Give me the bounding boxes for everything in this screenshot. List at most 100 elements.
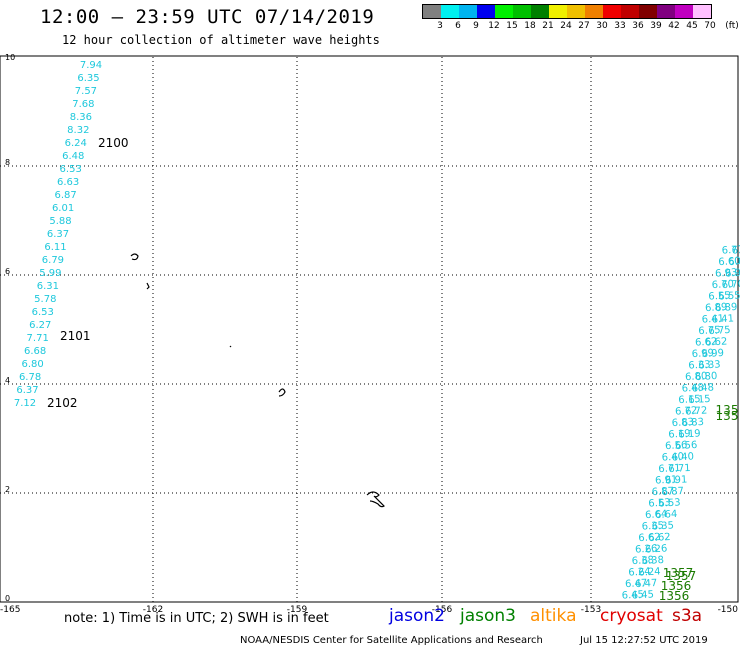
wave-height-label: 6.91 (655, 474, 678, 486)
wave-height-label: 6.01 (52, 203, 74, 214)
legend-label: 33 (614, 21, 626, 31)
wave-height-label: 6.70 (721, 279, 740, 291)
wave-height-label: 6.87 (661, 486, 684, 498)
legend-label: 6 (455, 21, 461, 31)
legend-label: 30 (596, 21, 608, 31)
pass-time-label: 2102 (47, 396, 78, 410)
wave-height-label: 6.80 (685, 371, 708, 383)
legend-label: 9 (473, 21, 479, 31)
satellite-s3a: s3a (672, 606, 703, 626)
legend-swatch (531, 5, 549, 18)
wave-height-label: 6.53 (60, 164, 82, 175)
x-tick-label: -165 (0, 605, 20, 615)
wave-height-label: 6.62 (648, 532, 671, 544)
legend-label: 15 (506, 21, 518, 31)
wave-height-color-legend: 3 6 9 12 15 18 21 24 27 30 33 36 39 42 45 70 (ft) (422, 4, 739, 33)
island-necker (278, 388, 286, 397)
wave-height-label: 6.38 (641, 555, 664, 567)
legend-label: 18 (524, 21, 536, 31)
wave-height-label: 6.68 (24, 346, 46, 357)
x-tick-label: -153 (581, 605, 601, 615)
pass-time-label: 1357 (666, 569, 697, 583)
legend-swatch (585, 5, 603, 18)
wave-height-label: 6.45 (631, 589, 654, 601)
wave-height-label: 6.87 (54, 190, 76, 201)
wave-height-label: 6.99 (701, 348, 724, 360)
wave-height-label: 6.53 (648, 497, 671, 509)
wave-height-label: 6.33 (698, 359, 721, 371)
wave-height-label: 6.99 (691, 348, 714, 360)
legend-labels: 3 6 9 12 15 18 21 24 27 30 33 36 39 42 45 70 (ft) (422, 19, 739, 33)
wave-height-label: 6.60 (728, 256, 740, 268)
legend-swatch (567, 5, 585, 18)
wave-height-label: 6.37 (47, 229, 69, 240)
wave-height-label: 6.71 (668, 463, 691, 475)
legend-swatch (423, 5, 441, 18)
island-nihoa (229, 345, 232, 348)
footer-note: note: 1) Time is in UTC; 2) SWH is in fe… (64, 611, 329, 626)
wave-height-label: 6.63 (57, 177, 79, 188)
wave-height-label: 6.24 (638, 566, 661, 578)
pass-time-label: 2101 (60, 329, 91, 343)
wave-height-label: 6.80 (695, 371, 718, 383)
wave-height-label: 6.26 (645, 543, 668, 555)
wave-height-label: 6.62 (695, 336, 718, 348)
wave-height-label: 5.78 (34, 294, 56, 305)
wave-height-label: 6.47 (635, 578, 658, 590)
wave-height-label: 5.88 (49, 216, 71, 227)
legend-label: 36 (632, 21, 644, 31)
y-tick-label: 6 (5, 267, 10, 276)
wave-height-label: 6.72 (685, 405, 708, 417)
island-kauai (130, 253, 139, 261)
legend-label: (ft) (725, 21, 739, 31)
wave-height-label: 6.56 (665, 440, 688, 452)
legend-color-bar (422, 4, 712, 19)
x-tick-label: -162 (143, 605, 163, 615)
satellite-altika: altika (530, 606, 577, 626)
satellite-cryosat: cryosat (600, 606, 663, 626)
pass-time-label: 135 (716, 403, 739, 417)
wave-height-label: 6.93 (725, 267, 740, 279)
island-niihau (146, 282, 150, 290)
pass-time-label: 1356 (659, 589, 690, 603)
legend-label: 12 (488, 21, 500, 31)
wave-height-label: 6.19 (678, 428, 701, 440)
legend-swatch (693, 5, 711, 18)
pass-time-label: 135 (716, 409, 739, 423)
wave-height-label: 6.24 (65, 138, 87, 149)
wave-height-label: 6.33 (688, 359, 711, 371)
wave-height-label: 6.15 (688, 394, 711, 406)
wave-height-label: 6.35 (641, 520, 664, 532)
wave-height-label: 6.71 (658, 463, 681, 475)
x-tick-label: -156 (432, 605, 453, 615)
legend-swatch (639, 5, 657, 18)
legend-swatch (477, 5, 495, 18)
wave-height-label: 6.87 (651, 486, 674, 498)
legend-swatch (549, 5, 567, 18)
wave-height-label: 6.40 (671, 451, 694, 463)
wave-height-label: 6.37 (16, 385, 38, 396)
legend-swatch (603, 5, 621, 18)
legend-label: 45 (686, 21, 698, 31)
map-title: 12:00 — 23:59 UTC 07/14/2019 (40, 6, 375, 28)
wave-height-label: 7.71 (27, 333, 49, 344)
x-tick-label: -159 (287, 605, 308, 615)
wave-height-label: 8.36 (70, 112, 92, 123)
wave-height-label: 6.83 (671, 417, 694, 429)
wave-height-label: 6.72 (675, 405, 698, 417)
wave-height-label: 6.38 (631, 555, 654, 567)
y-tick-label: 0 (5, 594, 10, 603)
legend-swatch (441, 5, 459, 18)
wave-height-label: 6.89 (705, 302, 728, 314)
legend-label: 21 (542, 21, 554, 31)
legend-swatch (495, 5, 513, 18)
pass-time-label: 2100 (98, 136, 129, 150)
wave-height-label: 5.99 (39, 268, 61, 279)
wave-height-label: 6.80 (21, 359, 43, 370)
pass-time-label: 1356 (661, 579, 692, 593)
map-subtitle: 12 hour collection of altimeter wave hei… (62, 33, 380, 47)
y-tick-label: 2 (5, 485, 10, 494)
wave-height-label: 7.57 (75, 86, 97, 97)
wave-height-label: 6.26 (635, 543, 658, 555)
